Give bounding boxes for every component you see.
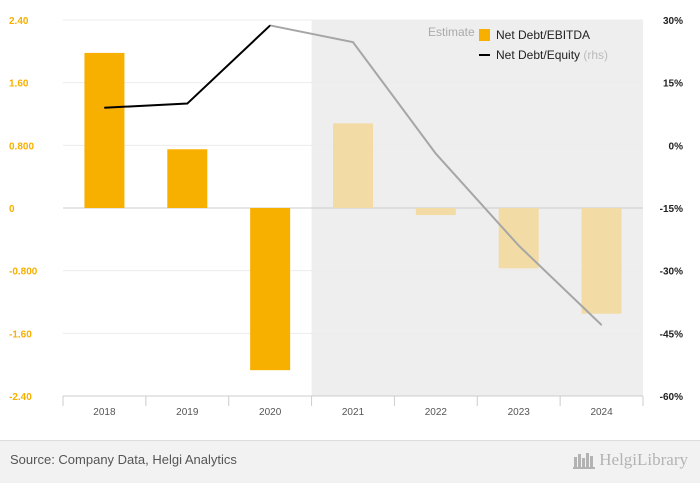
legend-label-bar: Net Debt/EBITDA xyxy=(496,28,590,42)
x-tick-label: 2018 xyxy=(93,407,116,418)
bar-2024 xyxy=(581,208,622,314)
x-tick-label: 2023 xyxy=(508,407,531,418)
footer: Source: Company Data, Helgi Analytics He… xyxy=(0,440,700,483)
line-point-2019 xyxy=(186,103,188,105)
brand-name: HelgiLibrary xyxy=(599,450,688,469)
x-tick-label: 2022 xyxy=(425,407,448,418)
x-tick-label: 2020 xyxy=(259,407,282,418)
chart: Estimate 2018 2019 2020 2021 2022 2023 2024 2.… xyxy=(9,16,683,418)
right-tick-label: 15% xyxy=(663,79,683,90)
estimate-label: Estimate xyxy=(428,25,475,39)
source-text: Source: Company Data, Helgi Analytics xyxy=(10,452,237,467)
legend-line-suffix: (rhs) xyxy=(583,48,608,62)
line-actual xyxy=(104,24,271,109)
bar-2021 xyxy=(333,123,373,208)
left-tick-label: -1.60 xyxy=(9,329,32,340)
x-axis: 2018 2019 2020 2021 2022 2023 2024 xyxy=(62,395,644,418)
right-axis: 30% 15% 0% -15% -30% -45% -60% xyxy=(660,16,683,403)
bar-series xyxy=(84,52,622,371)
left-axis: 2.40 1.60 0.800 0 -0.800 -1.60 -2.40 xyxy=(9,16,38,403)
line-point-2021 xyxy=(352,41,354,43)
legend: Net Debt/EBITDA Net Debt/Equity (rhs) xyxy=(479,28,608,62)
right-tick-label: -30% xyxy=(660,267,683,278)
bar-2022 xyxy=(415,208,456,216)
left-tick-label: 1.60 xyxy=(9,79,29,90)
legend-line-name: Net Debt/Equity xyxy=(496,48,583,62)
bar-2018 xyxy=(84,52,125,209)
left-tick-label: -2.40 xyxy=(9,392,32,403)
brand-logo[interactable]: HelgiLibrary xyxy=(573,450,688,470)
line-series xyxy=(103,24,603,326)
legend-swatch-bar xyxy=(479,29,490,41)
x-tick-label: 2019 xyxy=(176,407,199,418)
line-point-2020 xyxy=(269,24,271,26)
library-books-icon xyxy=(573,453,596,469)
x-tick-label: 2021 xyxy=(342,407,365,418)
x-tick-label: 2024 xyxy=(590,407,613,418)
right-tick-label: -45% xyxy=(660,329,683,340)
right-tick-label: 30% xyxy=(663,16,683,27)
line-point-2023 xyxy=(518,245,520,247)
left-tick-label: 2.40 xyxy=(9,16,29,27)
left-tick-label: 0 xyxy=(9,204,15,215)
line-point-2024 xyxy=(601,324,603,326)
right-tick-label: -60% xyxy=(660,392,683,403)
right-tick-label: -15% xyxy=(660,204,683,215)
bar-2019 xyxy=(167,149,208,208)
bar-2020 xyxy=(250,208,291,371)
line-point-2018 xyxy=(103,107,105,109)
legend-label-line: Net Debt/Equity (rhs) xyxy=(496,48,608,62)
line-point-2022 xyxy=(435,153,437,155)
left-tick-label: 0.800 xyxy=(9,141,34,152)
left-tick-label: -0.800 xyxy=(9,267,38,278)
right-tick-label: 0% xyxy=(669,141,684,152)
